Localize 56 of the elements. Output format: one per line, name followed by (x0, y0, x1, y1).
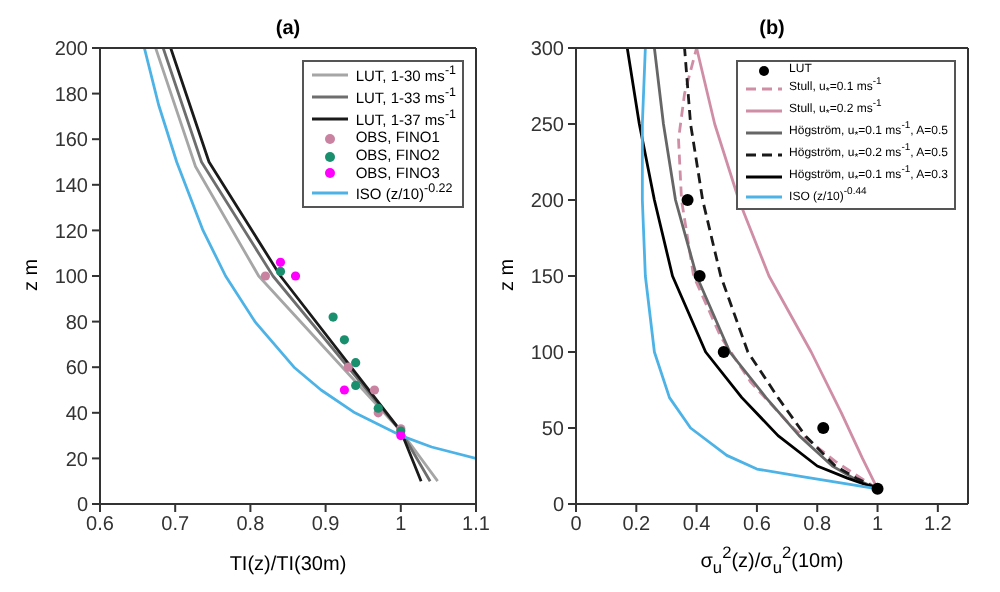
point (275, 266, 286, 277)
y-tick-label: 20 (65, 449, 89, 472)
point (275, 257, 286, 267)
x-tick-label: 0.2 (622, 514, 652, 537)
y-tick-label: 150 (530, 267, 565, 290)
y-tick-label: 50 (541, 419, 565, 442)
point (681, 194, 694, 206)
y-tick-label: 250 (530, 115, 565, 138)
y-tick-label: 0 (552, 495, 565, 518)
x-tick-label: 0.6 (86, 514, 115, 537)
point (396, 431, 406, 441)
x-tick-label: 1 (395, 514, 408, 537)
point (373, 403, 383, 413)
x-tick-label: 0.9 (311, 514, 341, 537)
point (351, 380, 361, 391)
x-tick-label: 0.7 (161, 514, 190, 537)
x-tick-label: 0.8 (236, 514, 266, 537)
y-axis-title: z m (21, 258, 44, 292)
y-tick-label: 300 (530, 39, 565, 62)
point (817, 422, 830, 434)
y-tick-label: 160 (54, 130, 89, 153)
point (339, 385, 349, 395)
x-tick-label: 1 (871, 514, 884, 537)
point (693, 270, 706, 282)
point (260, 271, 271, 281)
y-tick-label: 140 (54, 175, 89, 198)
line-series (142, 48, 476, 460)
point (717, 346, 730, 358)
point (369, 385, 380, 395)
y-tick-label: 40 (65, 403, 89, 426)
y-tick-label: 100 (54, 267, 89, 290)
y-axis-title: z m (497, 258, 520, 292)
point (290, 271, 301, 281)
y-tick-label: 60 (65, 358, 89, 381)
chart-title: (a) (273, 18, 303, 40)
x-tick-label: 0.8 (803, 514, 832, 537)
y-tick-label: 180 (54, 84, 89, 107)
y-tick-label: 200 (530, 191, 565, 214)
point (343, 362, 353, 372)
x-tick-label: 1.2 (923, 514, 953, 537)
y-tick-label: 100 (530, 343, 565, 366)
chart-title: (b) (757, 18, 787, 40)
point (351, 358, 361, 368)
point (339, 335, 349, 345)
point (328, 312, 338, 322)
x-tick-label: 0.4 (682, 514, 712, 537)
x-tick-label: 0.6 (743, 514, 772, 537)
y-tick-label: 0 (76, 495, 89, 518)
x-axis-title: TI(z)/TI(30m) (227, 554, 349, 576)
y-tick-label: 200 (54, 39, 89, 62)
y-tick-label: 120 (54, 221, 89, 244)
point (871, 482, 884, 495)
x-tick-label: 1.1 (462, 514, 491, 537)
x-axis-title: σ$_{u}$$^{2}$(z)/σ$_{u}$$^{2}$(10m) (698, 541, 846, 576)
x-tick-label: 0 (570, 514, 583, 537)
y-tick-label: 80 (65, 312, 89, 335)
